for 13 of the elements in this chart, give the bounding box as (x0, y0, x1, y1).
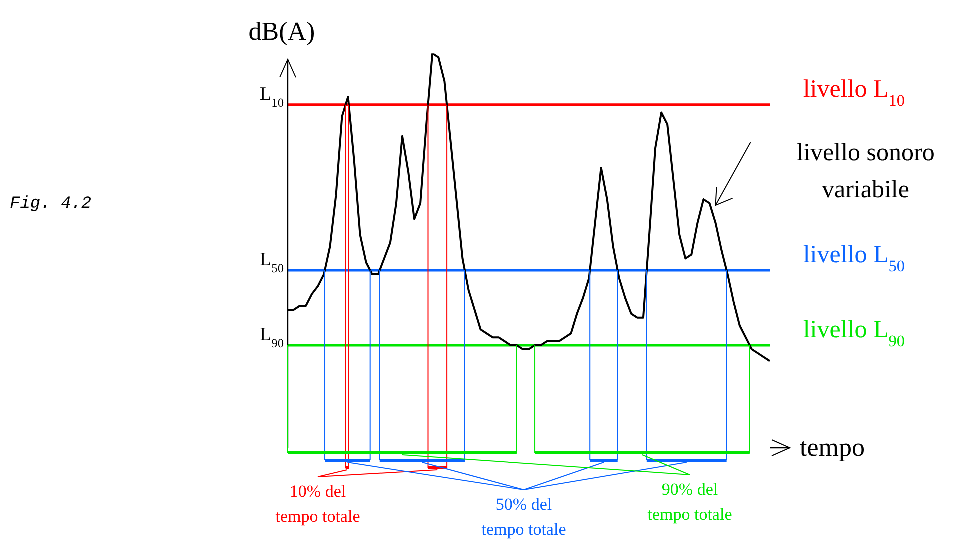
text: livello sonoro variabile (796, 139, 935, 204)
text: 90% del tempo totale (648, 480, 732, 524)
text: L$_{90}$ (260, 324, 284, 350)
text: 50% del tempo totale (482, 495, 566, 539)
ref-line-label: livello L$_{50}$ (803, 242, 905, 276)
x-axis-title: tempo (800, 433, 865, 462)
caption: Fig. 4.2 (10, 195, 92, 214)
text: L$_{10}$ (260, 84, 284, 110)
y-axis-title: dB(A) (248, 17, 316, 46)
text: L$_{50}$ (260, 250, 284, 276)
text: 10% del tempo totale (276, 482, 360, 526)
ref-line-label: livello L$_{90}$ (803, 316, 905, 350)
ref-line-label: livello L$_{10}$ (803, 76, 905, 110)
